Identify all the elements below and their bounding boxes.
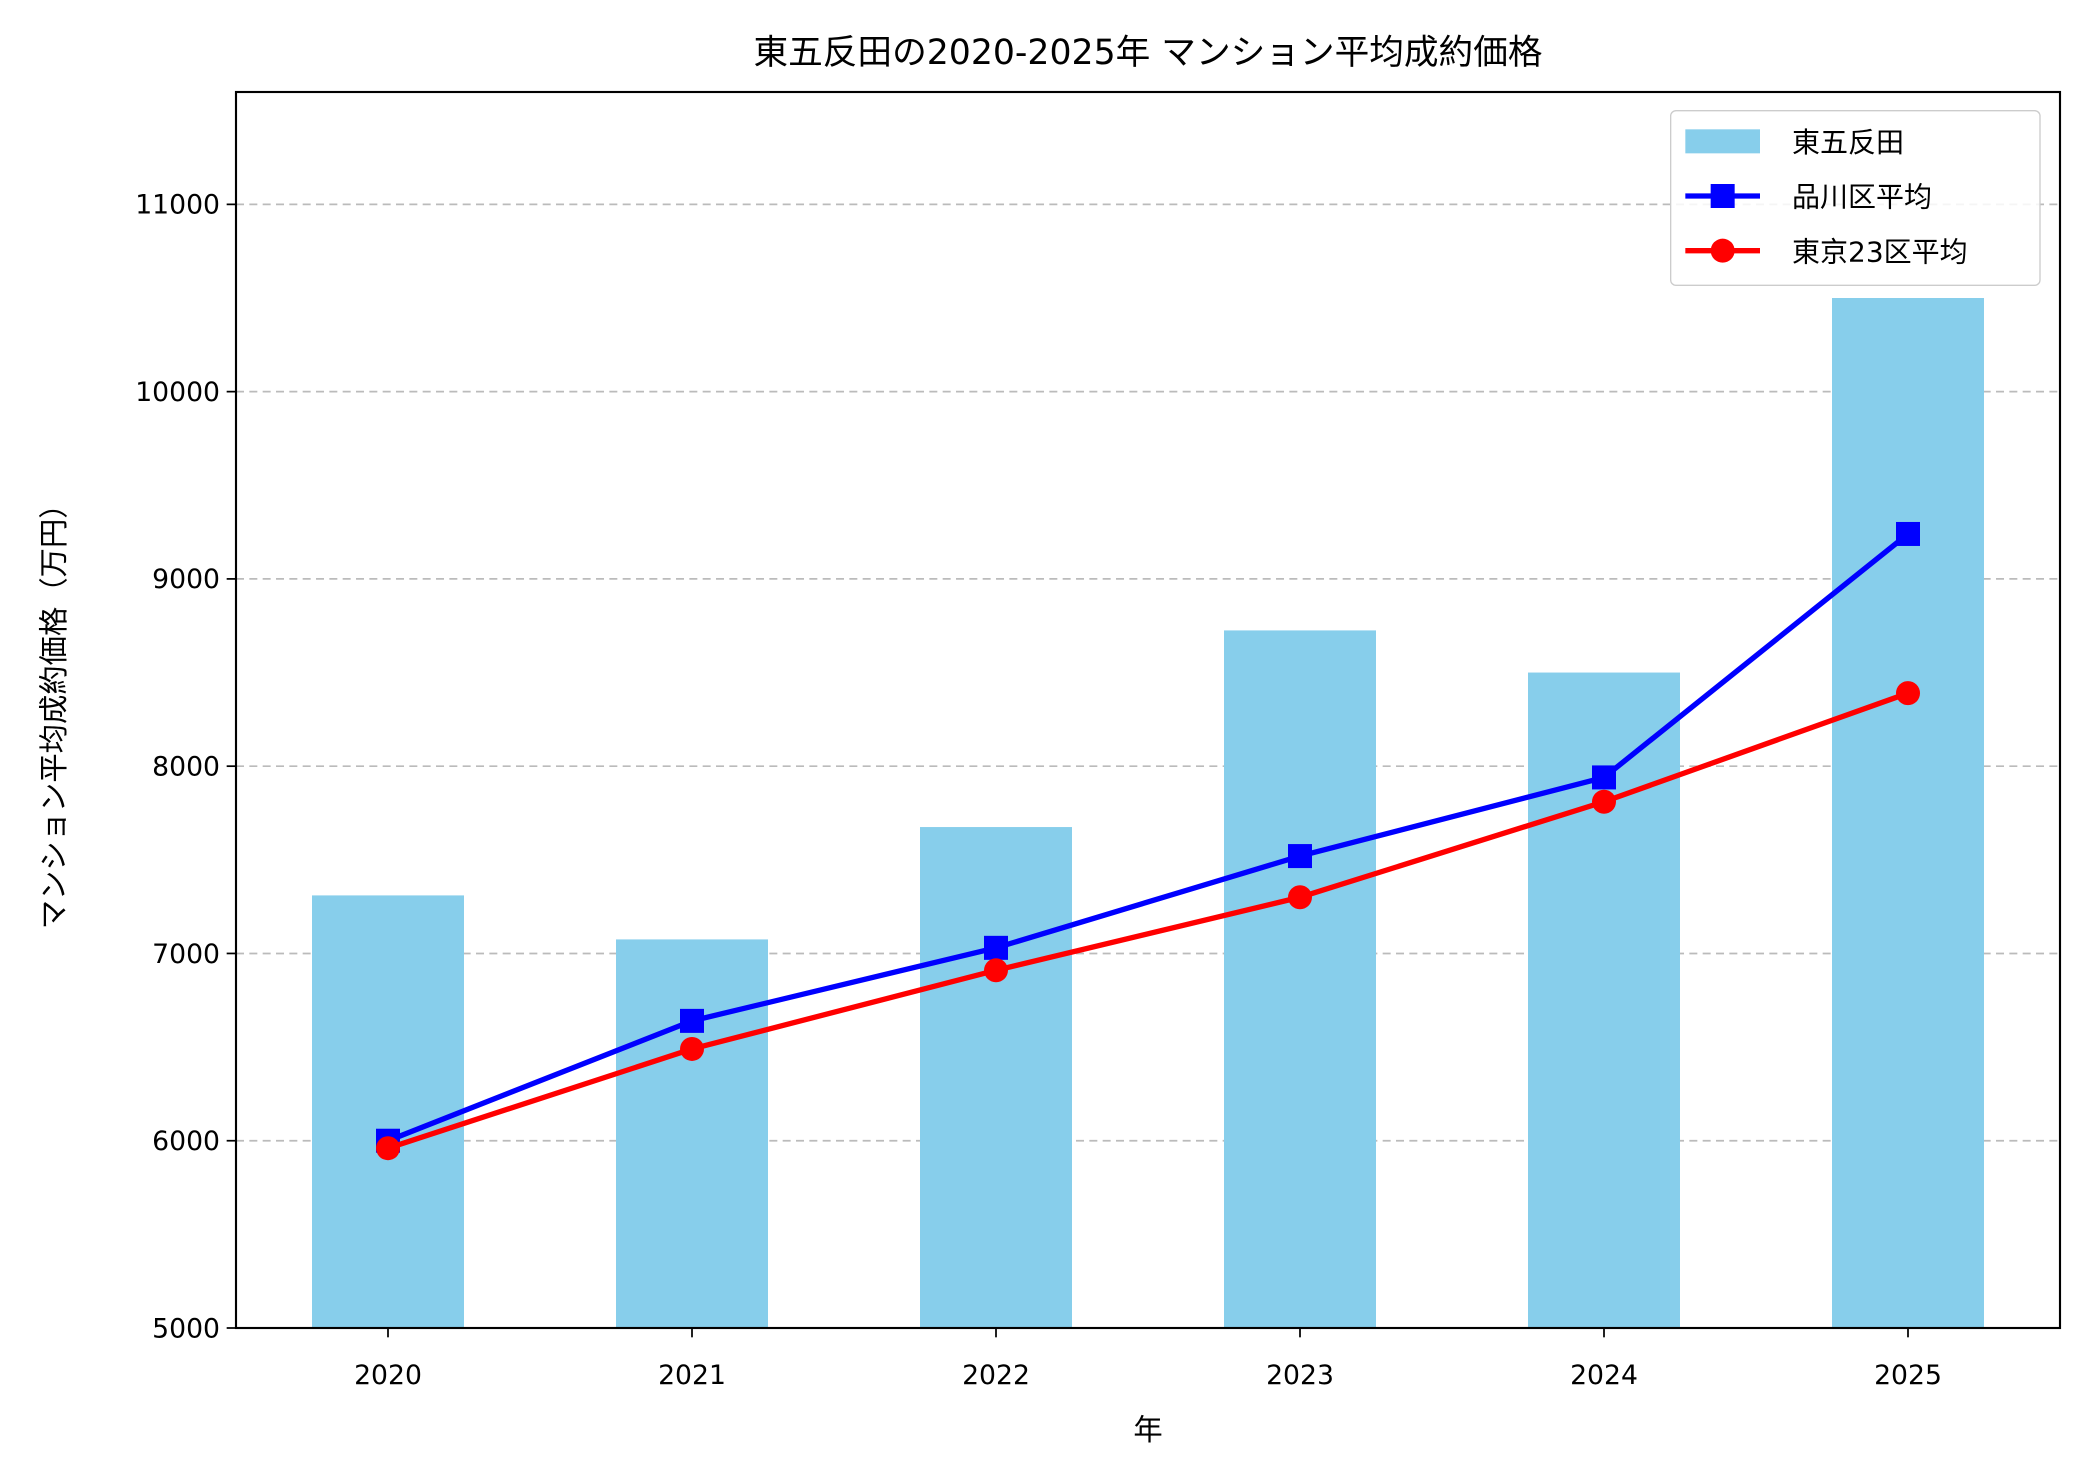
x-axis-label: 年 — [1133, 1413, 1162, 1447]
y-tick-label: 6000 — [152, 1126, 220, 1157]
x-tick-label: 2025 — [1874, 1360, 1942, 1391]
y-tick-label: 7000 — [152, 939, 220, 970]
x-tick-label: 2024 — [1570, 1360, 1638, 1391]
legend-swatch — [1685, 129, 1760, 154]
data-point — [1288, 844, 1312, 869]
bar-2025 — [1832, 298, 1984, 1328]
data-point — [1592, 765, 1616, 790]
y-tick-label: 5000 — [152, 1313, 220, 1344]
data-point — [1896, 521, 1920, 546]
bar-2023 — [1224, 630, 1376, 1328]
data-point — [984, 958, 1008, 983]
bar-2020 — [312, 895, 464, 1328]
data-point — [1896, 681, 1920, 706]
data-point — [1288, 885, 1312, 910]
y-tick-label: 8000 — [152, 752, 220, 783]
data-point — [1592, 789, 1616, 814]
bar-2022 — [920, 827, 1072, 1328]
x-tick-label: 2021 — [658, 1360, 726, 1391]
legend-label: 品川区平均 — [1792, 181, 1932, 214]
x-tick-label: 2022 — [962, 1360, 1030, 1391]
chart-title: 東五反田の2020-2025年 マンション平均成約価格 — [753, 33, 1542, 73]
bar-2021 — [616, 939, 768, 1328]
series-line — [387, 531, 1910, 1144]
y-tick-label: 10000 — [135, 377, 220, 408]
legend-label: 東京23区平均 — [1792, 235, 1968, 268]
legend-box — [1670, 110, 2041, 286]
legend-label: 東五反田 — [1792, 126, 1904, 159]
y-tick-label: 9000 — [152, 564, 220, 595]
x-tick-label: 2020 — [354, 1360, 422, 1391]
data-point — [680, 1008, 704, 1033]
plot-frame — [234, 90, 2062, 1330]
y-axis-label: マンション平均成約価格（万円） — [37, 489, 71, 929]
data-point — [376, 1136, 400, 1161]
y-tick-label: 11000 — [135, 190, 220, 221]
data-point — [984, 935, 1008, 960]
legend-marker — [1710, 184, 1735, 208]
data-point — [680, 1036, 704, 1061]
x-tick-label: 2023 — [1266, 1360, 1334, 1391]
legend-marker — [1710, 238, 1735, 263]
series-line — [387, 690, 1909, 1151]
